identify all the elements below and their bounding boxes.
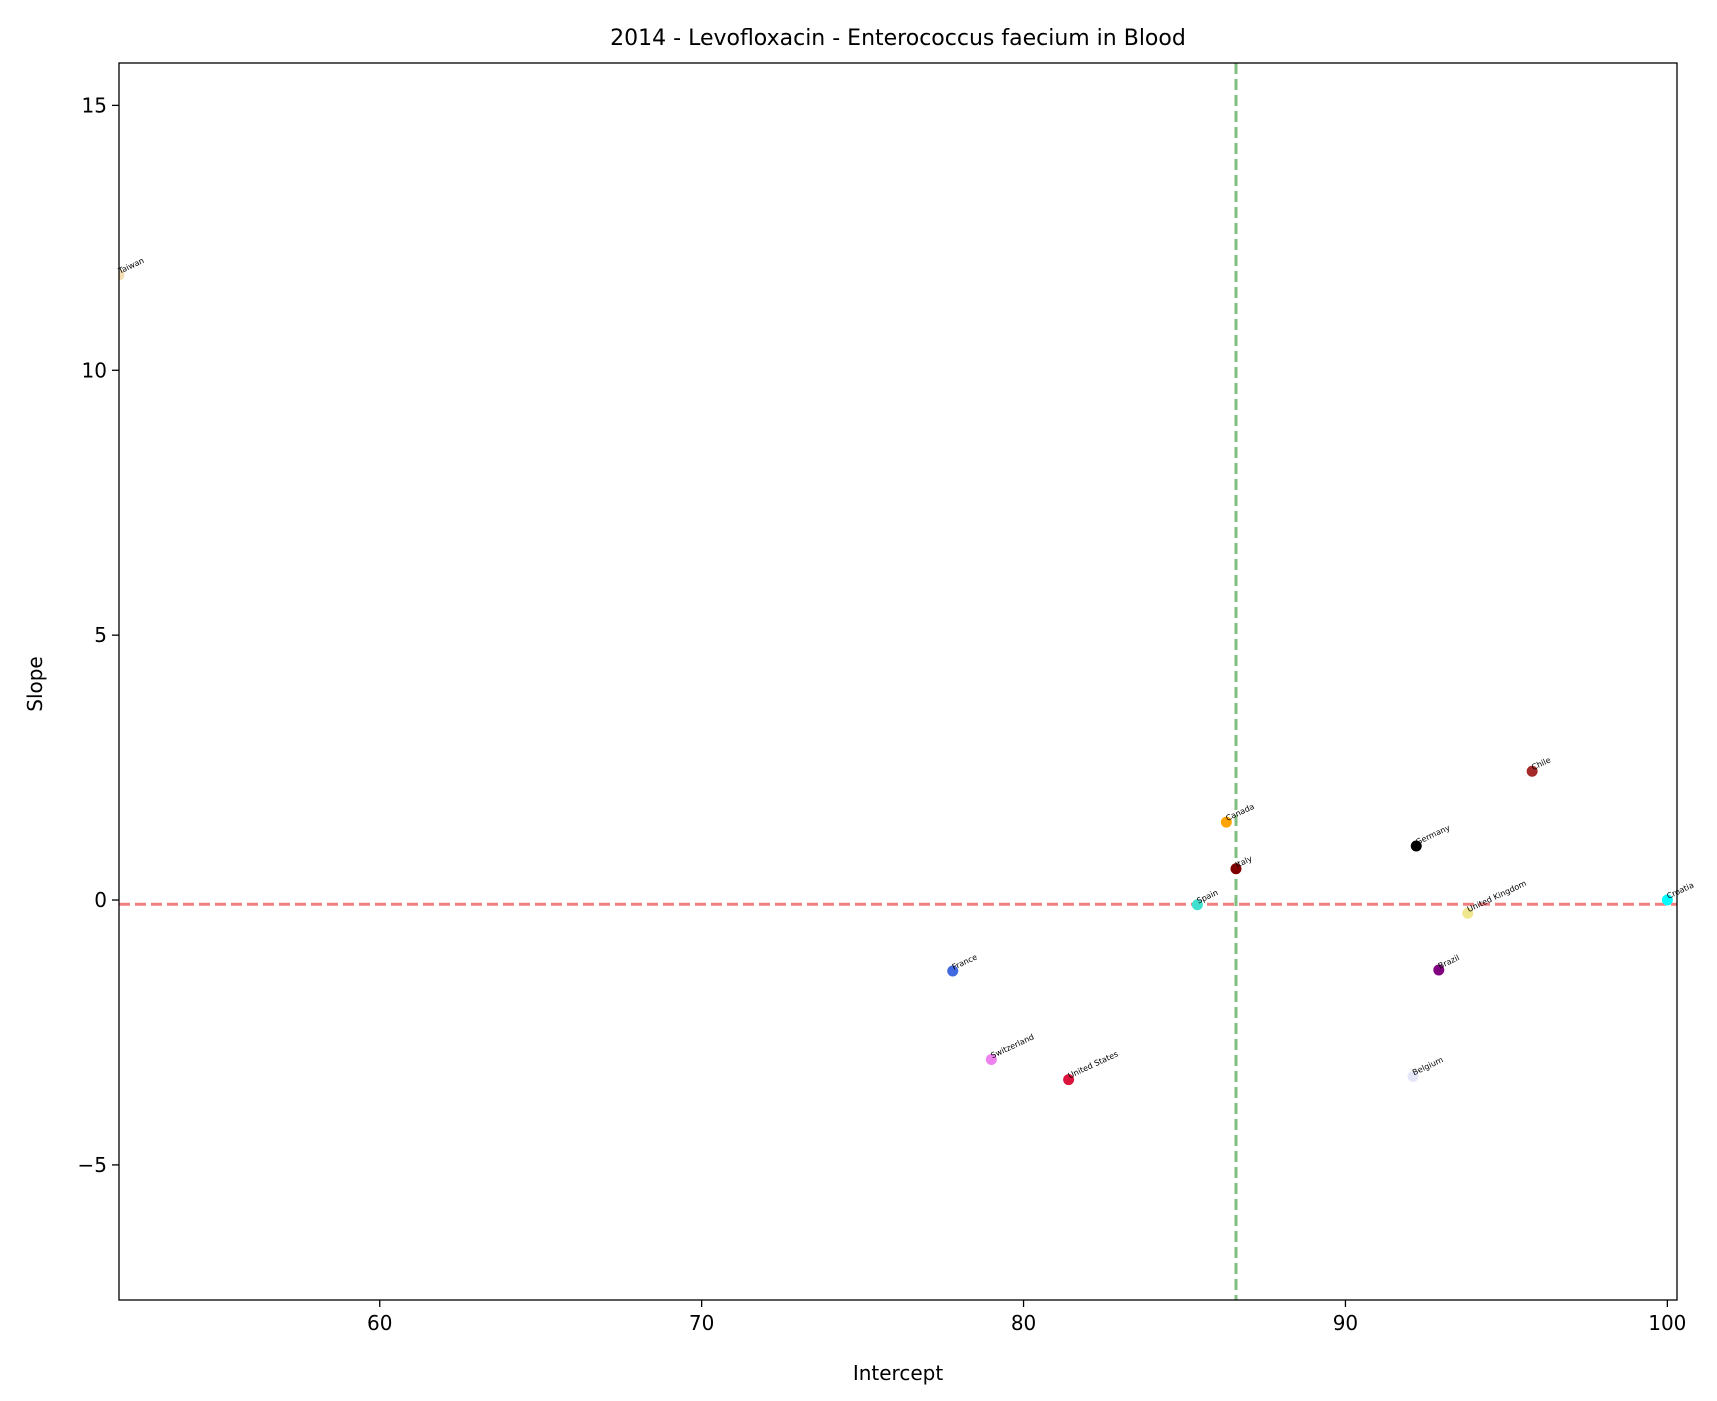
- data-point-label: Canada: [1224, 802, 1255, 823]
- y-tick-label: 10: [82, 358, 107, 382]
- data-point: [1462, 907, 1474, 919]
- y-axis-label: Slope: [23, 656, 47, 712]
- y-tick-label: 5: [94, 623, 107, 647]
- data-point: [1407, 1070, 1419, 1082]
- data-points: [119, 269, 1673, 1086]
- data-point: [1191, 899, 1203, 911]
- data-point-label: Chile: [1530, 755, 1552, 772]
- y-tick-label: 0: [94, 888, 107, 912]
- data-point: [1526, 765, 1538, 777]
- x-tick-label: 90: [1333, 1311, 1358, 1335]
- data-point: [1410, 840, 1422, 852]
- data-point: [1220, 816, 1232, 828]
- y-axis: −5 0 5 10 15: [78, 93, 119, 1177]
- data-point: [985, 1053, 997, 1065]
- x-tick-label: 100: [1648, 1311, 1686, 1335]
- data-point-label: United Kingdom: [1466, 879, 1528, 914]
- data-point-label: Brazil: [1437, 953, 1461, 971]
- chart-title: 2014 - Levofloxacin - Enterococcus faeci…: [610, 26, 1186, 51]
- data-point: [1661, 894, 1673, 906]
- data-point: [947, 965, 959, 977]
- y-tick-label: −5: [78, 1153, 107, 1177]
- x-axis: 60 70 80 90 100: [367, 1300, 1686, 1335]
- data-point-label: Germany: [1414, 823, 1451, 847]
- data-point-label: United States: [1067, 1049, 1120, 1080]
- reference-lines: [119, 63, 1677, 1300]
- y-tick-label: 15: [82, 93, 107, 117]
- x-axis-label: Intercept: [853, 1361, 944, 1385]
- data-point-label: Belgium: [1411, 1055, 1445, 1077]
- data-point-label: France: [951, 952, 979, 971]
- x-tick-label: 60: [367, 1311, 392, 1335]
- data-point: [1063, 1074, 1075, 1086]
- data-point: [1230, 863, 1242, 875]
- axes-frame: [118, 62, 1678, 1301]
- data-point-label: Croatia: [1665, 880, 1695, 900]
- data-point-label: Taiwan: [116, 256, 145, 276]
- data-point: [1433, 964, 1445, 976]
- x-tick-label: 80: [1011, 1311, 1036, 1335]
- data-point: [119, 269, 125, 281]
- data-point-label: Switzerland: [989, 1032, 1035, 1060]
- x-tick-label: 70: [689, 1311, 714, 1335]
